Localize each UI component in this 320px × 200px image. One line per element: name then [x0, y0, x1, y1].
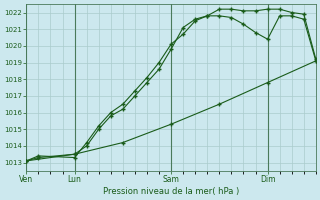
X-axis label: Pression niveau de la mer( hPa ): Pression niveau de la mer( hPa )	[103, 187, 239, 196]
